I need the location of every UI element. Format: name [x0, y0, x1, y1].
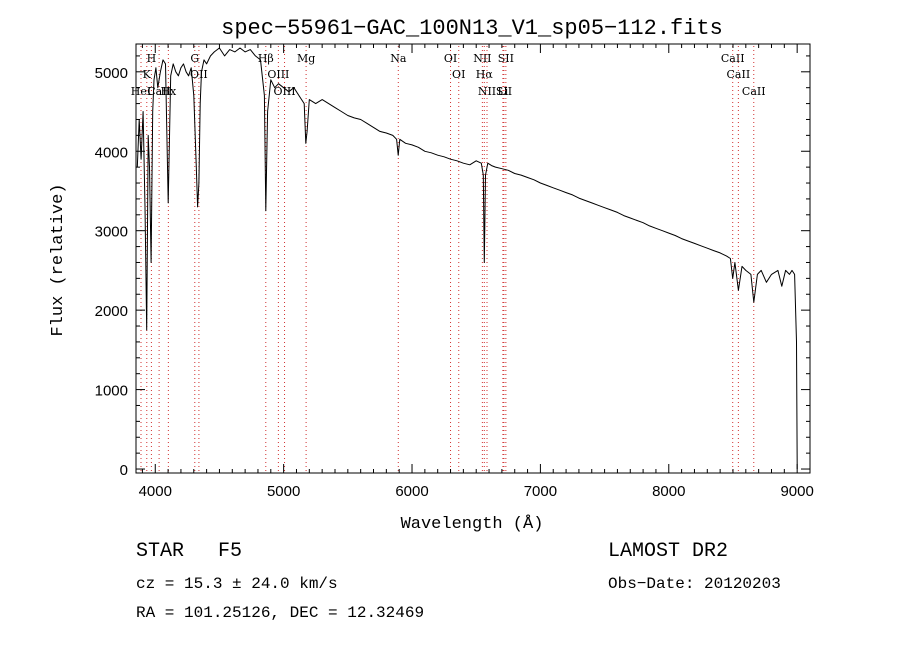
x-tick-label: 7000 [524, 483, 557, 500]
x-tick-label: 9000 [780, 483, 813, 500]
y-axis-label: Flux (relative) [49, 183, 68, 336]
spectral-line-label: NII [473, 52, 491, 65]
axes: 4000 5000 6000 7000 8000 9000 0 1000 2000 3000 400… [95, 43, 814, 500]
x-tick-label: 8000 [652, 483, 685, 500]
plot-frame [135, 43, 811, 474]
class-label: STAR [136, 540, 185, 563]
y-tick-label: 3000 [95, 224, 128, 241]
spectral-line-label: CaII [721, 52, 745, 65]
spectral-line-label: SII [496, 85, 512, 98]
spectrum-series [136, 47, 798, 470]
spectral-line-label: SII [498, 52, 514, 65]
spectral-line-label: OIII [267, 68, 289, 81]
spectral-line-label: OI [444, 52, 457, 65]
spectral-line-label: OI [452, 68, 465, 81]
x-axis-label: Wavelength (Å) [401, 515, 544, 534]
redshift-text: cz = 15.3 ± 24.0 km/s [136, 575, 338, 593]
spectral-line-label: Mg [297, 52, 315, 65]
y-tick-label: 1000 [95, 383, 128, 400]
y-tick-label: 0 [120, 462, 128, 479]
y-tick-label: 2000 [95, 303, 128, 320]
obs-date-text: Obs−Date: 20120203 [608, 575, 781, 593]
spectral-line-label: G [190, 52, 199, 65]
x-tick-label: 4000 [139, 483, 172, 500]
spectral-line-label: Hα [476, 68, 494, 81]
spectral-line-label: Hx [160, 85, 177, 98]
spectral-line-label: OII [190, 68, 208, 81]
spectral-line-label: H [147, 52, 157, 65]
spectral-line-label: Na [390, 52, 407, 65]
y-tick-label: 5000 [95, 65, 128, 82]
survey-label: LAMOST DR2 [608, 540, 729, 563]
coordinates-text: RA = 101.25126, DEC = 12.32469 [136, 604, 425, 622]
chart-title: spec−55961−GAC_100N13_V1_sp05−112.fits [221, 16, 723, 41]
spectral-line-label: K [143, 68, 152, 81]
spectral-line-label: CaII [727, 68, 751, 81]
object-class: STAR F5 [136, 540, 242, 563]
spectral-line-label: CaII [742, 85, 766, 98]
subclass-label: F5 [218, 540, 243, 563]
spectral-line-label: Li [497, 85, 508, 98]
spectral-line-label: NII [478, 85, 496, 98]
y-tick-label: 4000 [95, 144, 128, 161]
x-tick-label: 5000 [267, 483, 300, 500]
spectral-line-label: Hβ [258, 52, 274, 65]
spectral-line-label: OIII [274, 85, 296, 98]
spectrum-line-0 [136, 47, 798, 470]
x-tick-label: 6000 [395, 483, 428, 500]
